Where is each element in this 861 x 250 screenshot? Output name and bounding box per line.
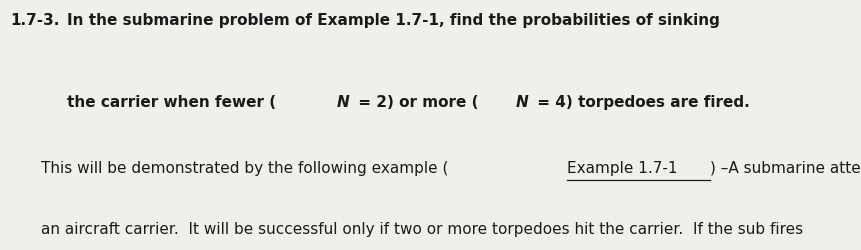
- Text: ) –A submarine attempts to sink: ) –A submarine attempts to sink: [709, 160, 861, 175]
- Text: N: N: [516, 95, 528, 110]
- Text: This will be demonstrated by the following example (: This will be demonstrated by the followi…: [41, 160, 449, 175]
- Text: an aircraft carrier.  It will be successful only if two or more torpedoes hit th: an aircraft carrier. It will be successf…: [41, 221, 803, 236]
- Text: In the submarine problem of Example 1.7-1, find the probabilities of sinking: In the submarine problem of Example 1.7-…: [67, 12, 720, 28]
- Text: the carrier when fewer (: the carrier when fewer (: [67, 95, 276, 110]
- Text: Example 1.7-1: Example 1.7-1: [567, 160, 678, 175]
- Text: 1.7-3.: 1.7-3.: [10, 12, 59, 28]
- Text: = 2) or more (: = 2) or more (: [354, 95, 479, 110]
- Text: N: N: [337, 95, 350, 110]
- Text: = 4) torpedoes are fired.: = 4) torpedoes are fired.: [532, 95, 750, 110]
